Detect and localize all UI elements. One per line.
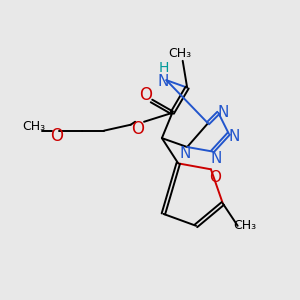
Text: CH₃: CH₃: [233, 219, 257, 232]
Text: N: N: [211, 151, 222, 166]
Text: H: H: [158, 61, 169, 75]
Text: N: N: [179, 146, 191, 161]
Text: O: O: [50, 127, 63, 145]
Text: O: O: [132, 120, 145, 138]
Text: O: O: [209, 170, 221, 185]
Text: CH₃: CH₃: [22, 120, 46, 133]
Text: O: O: [139, 86, 152, 104]
Text: CH₃: CH₃: [168, 47, 191, 60]
Text: N: N: [158, 74, 169, 89]
Text: N: N: [217, 105, 229, 120]
Text: N: N: [228, 129, 239, 144]
